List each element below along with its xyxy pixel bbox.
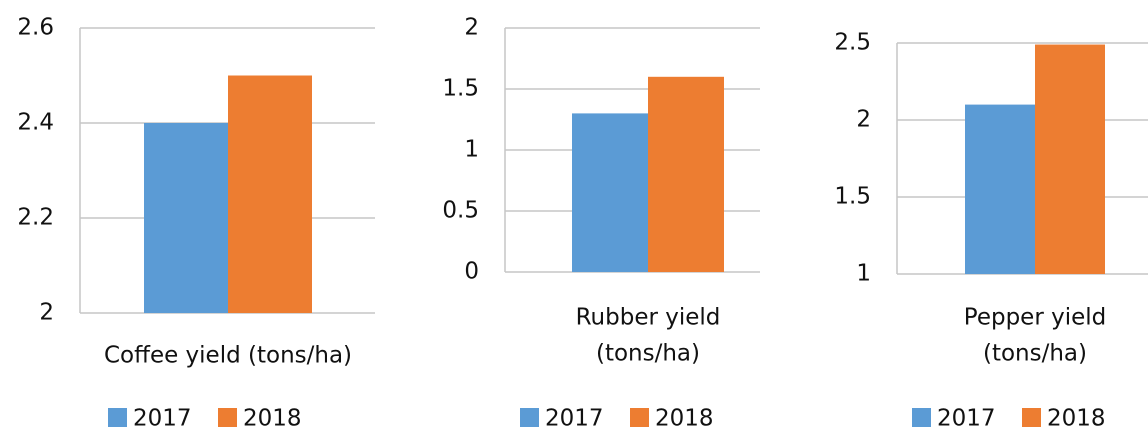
bar — [572, 113, 648, 273]
x-axis-label: Rubber yield — [576, 305, 721, 331]
bar — [965, 104, 1035, 274]
y-tick-label: 2.6 — [17, 15, 54, 41]
y-tick-label: 2.4 — [17, 110, 54, 136]
legend-swatch — [108, 408, 127, 427]
y-tick-label: 1 — [464, 137, 479, 163]
x-axis-label: (tons/ha) — [983, 341, 1087, 367]
legend-label: 2018 — [1047, 406, 1106, 432]
legend-label: 2017 — [133, 406, 192, 432]
y-tick-label: 2 — [39, 300, 54, 326]
bar — [144, 123, 228, 313]
y-tick-label: 1.5 — [834, 184, 871, 210]
y-tick-label: 0 — [464, 259, 479, 285]
legend-swatch — [1022, 408, 1041, 427]
y-tick-label: 2.2 — [17, 205, 54, 231]
x-axis-label: Pepper yield — [964, 305, 1106, 331]
legend-swatch — [630, 408, 649, 427]
bar — [228, 75, 312, 313]
x-axis-label: Coffee yield (tons/ha) — [104, 343, 352, 369]
legend-label: 2018 — [655, 406, 714, 432]
y-tick-label: 2.5 — [834, 30, 871, 56]
legend-swatch — [218, 408, 237, 427]
legend-label: 2018 — [243, 406, 302, 432]
y-tick-label: 2 — [856, 107, 871, 133]
x-axis-label: (tons/ha) — [596, 341, 700, 367]
legend-label: 2017 — [937, 406, 996, 432]
y-tick-label: 2 — [464, 15, 479, 41]
bar — [1035, 44, 1105, 274]
y-tick-label: 1.5 — [442, 76, 479, 102]
legend-swatch — [912, 408, 931, 427]
y-tick-label: 1 — [856, 261, 871, 287]
bar — [648, 76, 724, 272]
y-tick-label: 0.5 — [442, 198, 479, 224]
legend-label: 2017 — [545, 406, 604, 432]
legend-swatch — [520, 408, 539, 427]
